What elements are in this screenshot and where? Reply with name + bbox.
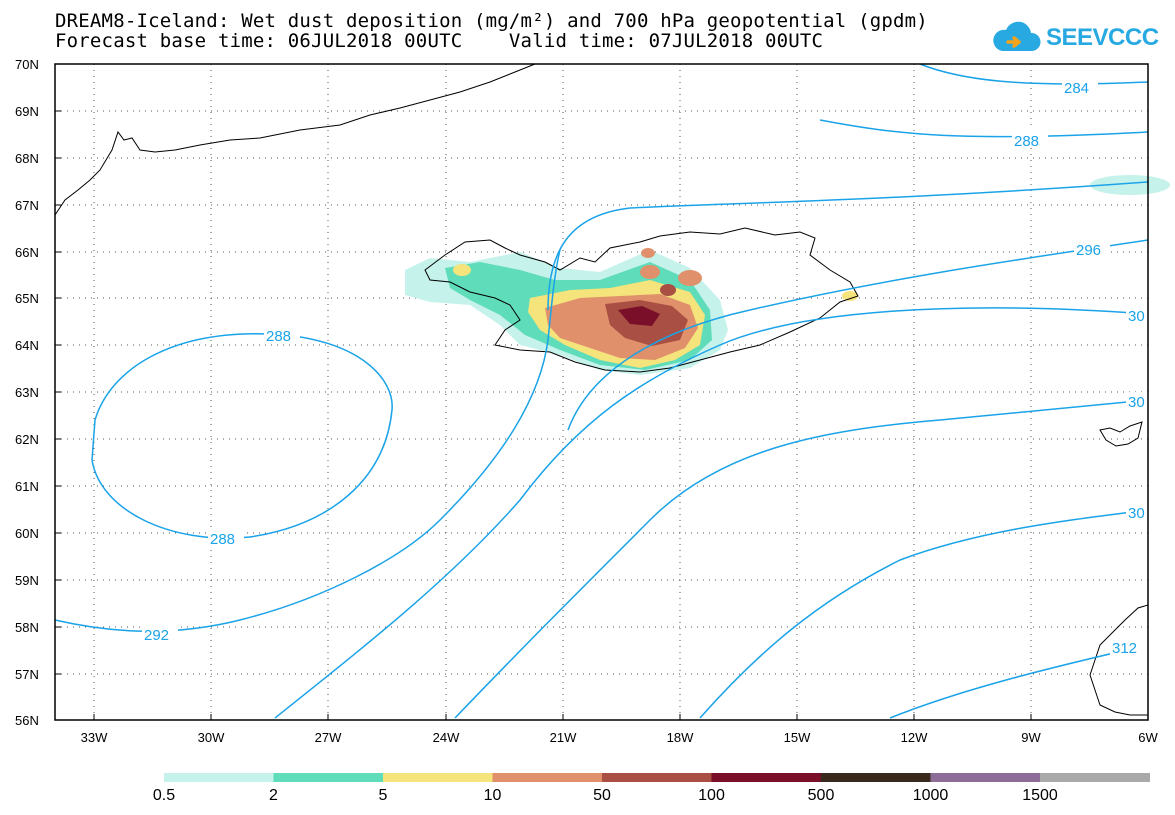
map-area: 284 288 296 30 30 30 312 288 288 292 bbox=[54, 63, 1170, 721]
colorbar-segment bbox=[602, 773, 712, 782]
geopotential-contours bbox=[54, 63, 1149, 719]
lon-label: 21W bbox=[550, 730, 577, 745]
lon-label: 12W bbox=[901, 730, 928, 745]
colorbar-label: 1000 bbox=[913, 787, 949, 804]
latitude-labels: 70N 69N 68N 67N 66N 65N 64N 63N 62N 61N … bbox=[15, 57, 39, 728]
contour-label: 312 bbox=[1112, 640, 1137, 657]
lon-label: 18W bbox=[667, 730, 694, 745]
lat-label: 62N bbox=[15, 432, 39, 447]
colorbar-label: 0.5 bbox=[153, 787, 175, 804]
colorbar-segment bbox=[930, 773, 1041, 782]
chart-title-line1: DREAM8-Iceland: Wet dust deposition (mg/… bbox=[55, 10, 928, 32]
contour-label: 30 bbox=[1128, 308, 1145, 325]
colorbar-label: 500 bbox=[808, 787, 835, 804]
contour-label: 288 bbox=[1014, 133, 1039, 150]
logo-text: SEEVCCC bbox=[1046, 24, 1159, 51]
contour-label: 292 bbox=[144, 627, 169, 644]
seevccc-logo: SEEVCCC bbox=[990, 18, 1159, 58]
lon-label: 24W bbox=[433, 730, 460, 745]
lat-label: 65N bbox=[15, 291, 39, 306]
contour-label: 284 bbox=[1064, 80, 1089, 97]
contour-label: 288 bbox=[210, 531, 235, 548]
colorbar-segment bbox=[164, 773, 274, 782]
contour-label: 30 bbox=[1128, 505, 1145, 522]
contour-label: 288 bbox=[266, 328, 291, 345]
lon-label: 30W bbox=[198, 730, 225, 745]
contour-labels: 284 288 296 30 30 30 312 288 288 292 bbox=[142, 78, 1150, 657]
colorbar-label: 100 bbox=[698, 787, 725, 804]
colorbar-segment bbox=[273, 773, 384, 782]
colorbar-label: 5 bbox=[379, 787, 388, 804]
lon-label: 9W bbox=[1021, 730, 1041, 745]
iceland-coastline bbox=[424, 227, 859, 373]
colorbar-segment bbox=[383, 773, 493, 782]
colorbar-segment bbox=[1040, 773, 1150, 782]
scotland-coastline bbox=[1089, 604, 1149, 716]
colorbar: 0.5 2 5 10 50 100 500 1000 1500 bbox=[153, 773, 1150, 804]
longitude-labels: 33W 30W 27W 24W 21W 18W 15W 12W 9W 6W bbox=[81, 730, 1159, 745]
lat-label: 56N bbox=[15, 713, 39, 728]
lat-label: 64N bbox=[15, 338, 39, 353]
colorbar-label: 2 bbox=[269, 787, 278, 804]
cloud-icon bbox=[993, 21, 1041, 51]
lon-label: 33W bbox=[81, 730, 108, 745]
lat-label: 60N bbox=[15, 526, 39, 541]
colorbar-label: 50 bbox=[593, 787, 611, 804]
chart-title-line2: Forecast base time: 06JUL2018 00UTC Vali… bbox=[55, 30, 824, 52]
faroe-coastline bbox=[1099, 421, 1143, 447]
gridlines bbox=[55, 64, 1148, 720]
colorbar-segment bbox=[711, 773, 822, 782]
contour-label: 296 bbox=[1076, 242, 1101, 259]
lat-label: 70N bbox=[15, 57, 39, 72]
colorbar-label: 10 bbox=[484, 787, 502, 804]
lat-label: 59N bbox=[15, 573, 39, 588]
dust-deposition-field bbox=[405, 175, 1170, 375]
lat-label: 61N bbox=[15, 479, 39, 494]
colorbar-label: 1500 bbox=[1022, 787, 1058, 804]
lon-label: 6W bbox=[1138, 730, 1158, 745]
lat-label: 66N bbox=[15, 245, 39, 260]
greenland-coastline bbox=[54, 63, 536, 216]
lat-label: 63N bbox=[15, 385, 39, 400]
lat-label: 68N bbox=[15, 151, 39, 166]
lon-label: 27W bbox=[315, 730, 342, 745]
lat-label: 57N bbox=[15, 667, 39, 682]
contour-label: 30 bbox=[1128, 394, 1145, 411]
lon-label: 15W bbox=[784, 730, 811, 745]
colorbar-segment bbox=[821, 773, 931, 782]
lat-label: 58N bbox=[15, 620, 39, 635]
lat-label: 69N bbox=[15, 104, 39, 119]
colorbar-segment bbox=[492, 773, 603, 782]
lat-label: 67N bbox=[15, 198, 39, 213]
